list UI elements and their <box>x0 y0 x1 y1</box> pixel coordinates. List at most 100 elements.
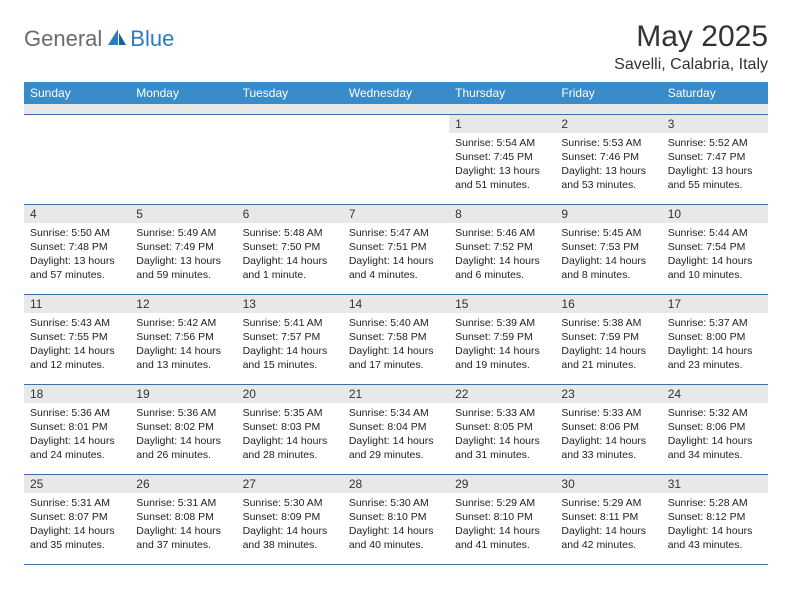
day-cell: 11Sunrise: 5:43 AMSunset: 7:55 PMDayligh… <box>24 294 130 384</box>
day-details: Sunrise: 5:31 AMSunset: 8:07 PMDaylight:… <box>24 493 130 556</box>
day-details: Sunrise: 5:30 AMSunset: 8:10 PMDaylight:… <box>343 493 449 556</box>
dayhead-friday: Friday <box>555 82 661 104</box>
day-details: Sunrise: 5:41 AMSunset: 7:57 PMDaylight:… <box>237 313 343 376</box>
week-row: 25Sunrise: 5:31 AMSunset: 8:07 PMDayligh… <box>24 474 768 564</box>
header: General Blue May 2025 Savelli, Calabria,… <box>24 20 768 74</box>
day-number <box>343 115 449 133</box>
day-number: 20 <box>237 385 343 403</box>
day-details: Sunrise: 5:33 AMSunset: 8:06 PMDaylight:… <box>555 403 661 466</box>
day-number: 15 <box>449 295 555 313</box>
day-cell: 27Sunrise: 5:30 AMSunset: 8:09 PMDayligh… <box>237 474 343 564</box>
dayhead-monday: Monday <box>130 82 236 104</box>
day-details: Sunrise: 5:31 AMSunset: 8:08 PMDaylight:… <box>130 493 236 556</box>
day-number: 8 <box>449 205 555 223</box>
dayhead-saturday: Saturday <box>662 82 768 104</box>
sunrise-text: Sunrise: 5:35 AM <box>243 406 337 420</box>
day-details: Sunrise: 5:36 AMSunset: 8:02 PMDaylight:… <box>130 403 236 466</box>
sunset-text: Sunset: 8:09 PM <box>243 510 337 524</box>
daylight-text: Daylight: 14 hours and 33 minutes. <box>561 434 655 462</box>
sunrise-text: Sunrise: 5:37 AM <box>668 316 762 330</box>
sunrise-text: Sunrise: 5:41 AM <box>243 316 337 330</box>
day-details: Sunrise: 5:53 AMSunset: 7:46 PMDaylight:… <box>555 133 661 196</box>
daylight-text: Daylight: 14 hours and 19 minutes. <box>455 344 549 372</box>
day-cell: 1Sunrise: 5:54 AMSunset: 7:45 PMDaylight… <box>449 114 555 204</box>
day-number: 13 <box>237 295 343 313</box>
day-details: Sunrise: 5:50 AMSunset: 7:48 PMDaylight:… <box>24 223 130 286</box>
day-number: 16 <box>555 295 661 313</box>
daylight-text: Daylight: 14 hours and 10 minutes. <box>668 254 762 282</box>
day-number: 9 <box>555 205 661 223</box>
day-number <box>24 115 130 133</box>
brand-part1: General <box>24 26 102 52</box>
day-cell: 12Sunrise: 5:42 AMSunset: 7:56 PMDayligh… <box>130 294 236 384</box>
day-details: Sunrise: 5:35 AMSunset: 8:03 PMDaylight:… <box>237 403 343 466</box>
brand-logo: General Blue <box>24 26 174 52</box>
week-row: 11Sunrise: 5:43 AMSunset: 7:55 PMDayligh… <box>24 294 768 384</box>
day-cell <box>24 114 130 204</box>
daylight-text: Daylight: 14 hours and 42 minutes. <box>561 524 655 552</box>
day-cell: 10 Sunrise: 5:44 AMSunset: 7:54 PMDayligh… <box>662 204 768 294</box>
day-cell: 28Sunrise: 5:30 AMSunset: 8:10 PMDayligh… <box>343 474 449 564</box>
day-cell: 16Sunrise: 5:38 AMSunset: 7:59 PMDayligh… <box>555 294 661 384</box>
title-block: May 2025 Savelli, Calabria, Italy <box>614 20 768 74</box>
sunrise-text: Sunrise: 5:30 AM <box>243 496 337 510</box>
sunrise-text: Sunrise: 5:42 AM <box>136 316 230 330</box>
day-number: 18 <box>24 385 130 403</box>
day-number: 10 <box>662 205 768 223</box>
day-number: 31 <box>662 475 768 493</box>
daylight-text: Daylight: 14 hours and 12 minutes. <box>30 344 124 372</box>
sunrise-text: Sunrise: 5:36 AM <box>30 406 124 420</box>
sunset-text: Sunset: 8:06 PM <box>668 420 762 434</box>
sunrise-text: Sunrise: 5:38 AM <box>561 316 655 330</box>
calendar-body: 1Sunrise: 5:54 AMSunset: 7:45 PMDaylight… <box>24 114 768 564</box>
sunset-text: Sunset: 7:54 PM <box>668 240 762 254</box>
sunset-text: Sunset: 7:53 PM <box>561 240 655 254</box>
sunset-text: Sunset: 8:02 PM <box>136 420 230 434</box>
calendar-table: Sunday Monday Tuesday Wednesday Thursday… <box>24 82 768 565</box>
day-cell <box>237 114 343 204</box>
day-details: Sunrise: 5:32 AMSunset: 8:06 PMDaylight:… <box>662 403 768 466</box>
day-number: 14 <box>343 295 449 313</box>
day-details: Sunrise: 5:45 AMSunset: 7:53 PMDaylight:… <box>555 223 661 286</box>
day-number: 3 <box>662 115 768 133</box>
sunset-text: Sunset: 7:46 PM <box>561 150 655 164</box>
day-number: 23 <box>555 385 661 403</box>
sunset-text: Sunset: 8:10 PM <box>455 510 549 524</box>
sunrise-text: Sunrise: 5:40 AM <box>349 316 443 330</box>
day-cell: 18Sunrise: 5:36 AMSunset: 8:01 PMDayligh… <box>24 384 130 474</box>
day-details: Sunrise: 5:28 AMSunset: 8:12 PMDaylight:… <box>662 493 768 556</box>
week-row: 1Sunrise: 5:54 AMSunset: 7:45 PMDaylight… <box>24 114 768 204</box>
day-number: 24 <box>662 385 768 403</box>
daylight-text: Daylight: 14 hours and 35 minutes. <box>30 524 124 552</box>
day-details: Sunrise: 5:29 AMSunset: 8:10 PMDaylight:… <box>449 493 555 556</box>
sunrise-text: Sunrise: 5:33 AM <box>455 406 549 420</box>
sunrise-text: Sunrise: 5:45 AM <box>561 226 655 240</box>
day-details <box>237 133 343 139</box>
day-details: Sunrise: 5:54 AMSunset: 7:45 PMDaylight:… <box>449 133 555 196</box>
daylight-text: Daylight: 14 hours and 29 minutes. <box>349 434 443 462</box>
calendar-page: General Blue May 2025 Savelli, Calabria,… <box>0 0 792 585</box>
daylight-text: Daylight: 14 hours and 31 minutes. <box>455 434 549 462</box>
sunrise-text: Sunrise: 5:47 AM <box>349 226 443 240</box>
day-cell: 5Sunrise: 5:49 AMSunset: 7:49 PMDaylight… <box>130 204 236 294</box>
daylight-text: Daylight: 14 hours and 8 minutes. <box>561 254 655 282</box>
sunset-text: Sunset: 8:05 PM <box>455 420 549 434</box>
day-details <box>24 133 130 139</box>
day-number: 7 <box>343 205 449 223</box>
sunset-text: Sunset: 7:49 PM <box>136 240 230 254</box>
daylight-text: Daylight: 14 hours and 4 minutes. <box>349 254 443 282</box>
sunset-text: Sunset: 7:55 PM <box>30 330 124 344</box>
sunrise-text: Sunrise: 5:44 AM <box>668 226 762 240</box>
daylight-text: Daylight: 14 hours and 43 minutes. <box>668 524 762 552</box>
day-cell: 9Sunrise: 5:45 AMSunset: 7:53 PMDaylight… <box>555 204 661 294</box>
sunset-text: Sunset: 8:08 PM <box>136 510 230 524</box>
dayhead-tuesday: Tuesday <box>237 82 343 104</box>
sunrise-text: Sunrise: 5:36 AM <box>136 406 230 420</box>
header-spacer <box>24 104 768 114</box>
day-details: Sunrise: 5:48 AMSunset: 7:50 PMDaylight:… <box>237 223 343 286</box>
day-cell: 31Sunrise: 5:28 AMSunset: 8:12 PMDayligh… <box>662 474 768 564</box>
sunrise-text: Sunrise: 5:32 AM <box>668 406 762 420</box>
sunrise-text: Sunrise: 5:50 AM <box>30 226 124 240</box>
sunrise-text: Sunrise: 5:28 AM <box>668 496 762 510</box>
day-number: 11 <box>24 295 130 313</box>
